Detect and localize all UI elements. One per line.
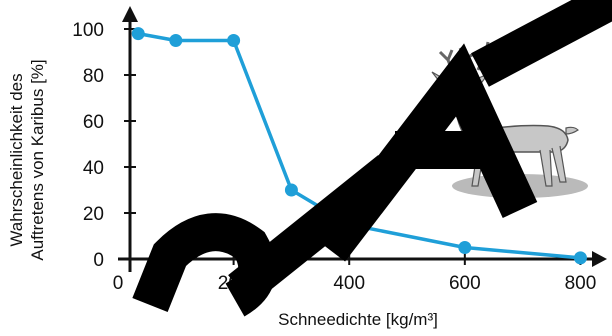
y-tick-label: 60 (83, 112, 104, 133)
data-point (458, 241, 472, 254)
x-tick-label: 800 (565, 273, 597, 294)
x-axis-title: Schneedichte [kg/m³] (278, 310, 438, 329)
axes (118, 6, 607, 272)
x-tick-label: 600 (449, 273, 481, 294)
x-tick-label: 400 (333, 273, 365, 294)
y-tick-label: 0 (93, 250, 104, 271)
data-point (227, 34, 241, 47)
y-axis-title-line2: Auftretens von Karibus [%] (28, 59, 47, 260)
y-tick-label: 80 (83, 66, 104, 87)
y-tick-label: 40 (83, 158, 104, 179)
data-point (131, 27, 145, 41)
watermark-overlay (132, 0, 612, 317)
y-axis-title: Wahrscheinlichkeit des Auftretens von Ka… (7, 59, 47, 260)
data-point (573, 251, 587, 265)
y-tick-label: 100 (72, 20, 104, 41)
data-point (284, 183, 298, 197)
y-axis-arrow (122, 6, 138, 22)
y-axis-title-line1: Wahrscheinlichkeit des (7, 73, 26, 246)
x-axis-arrow (592, 251, 607, 267)
x-tick-label: 0 (113, 273, 124, 294)
y-tick-label: 20 (83, 204, 104, 225)
data-point (169, 34, 183, 47)
